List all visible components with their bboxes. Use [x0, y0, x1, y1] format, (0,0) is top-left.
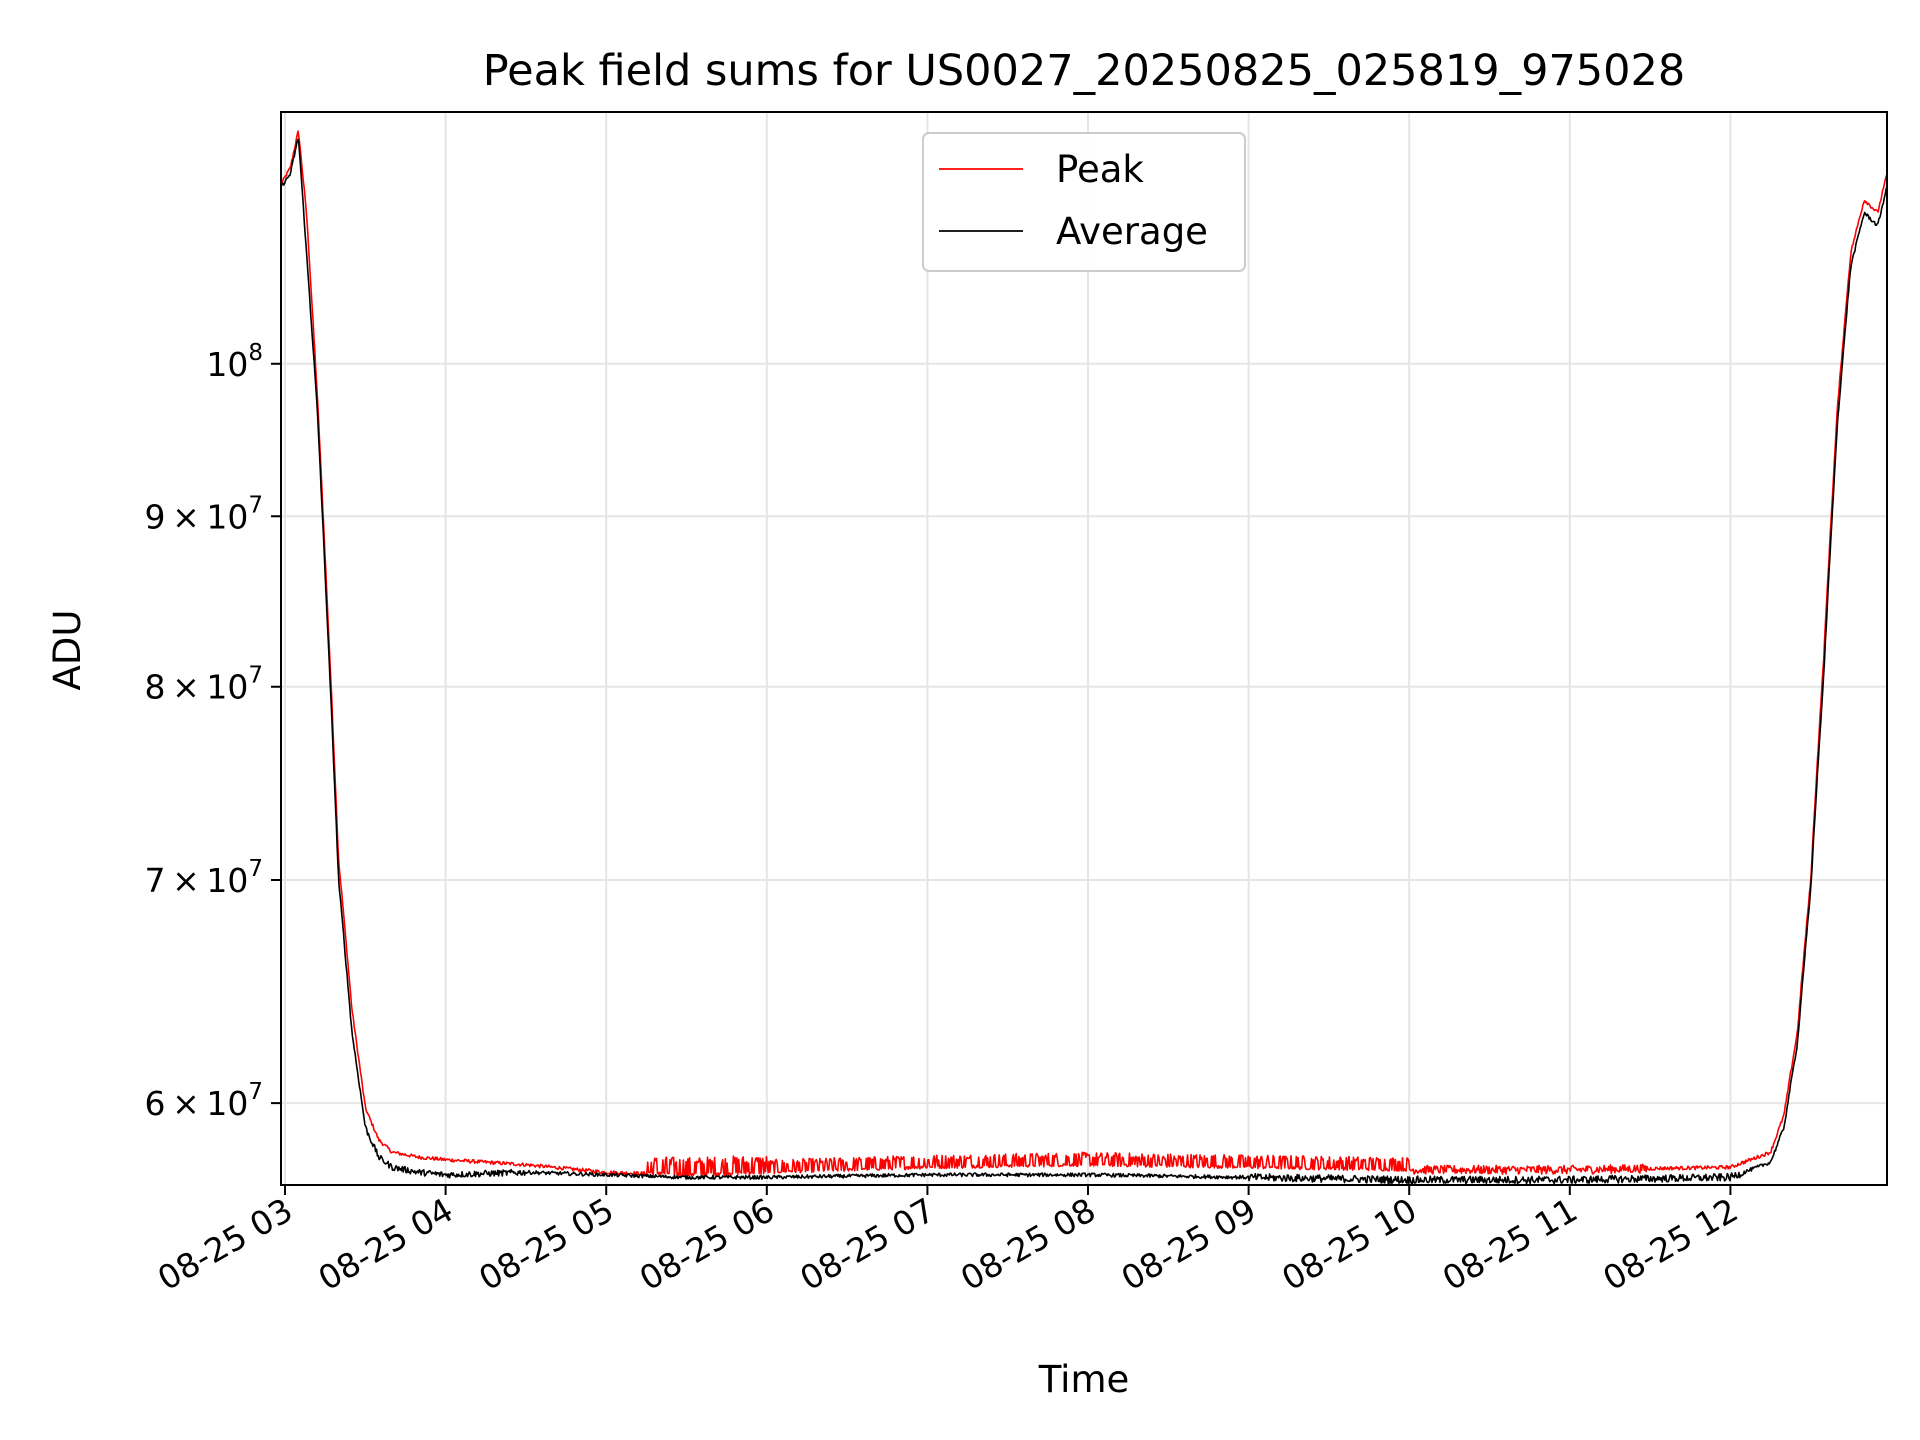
plot-frame [280, 111, 1888, 1186]
series-line-peak [280, 130, 1888, 1178]
legend: Peak Average [922, 132, 1246, 272]
legend-frame [922, 132, 1246, 272]
legend-label-peak: Peak [1056, 148, 1144, 191]
y-tick-label: 9 × 107 [145, 492, 263, 536]
y-tick-label: 6 × 107 [145, 1079, 263, 1123]
y-tick-label: 108 [206, 340, 263, 384]
series-layer [280, 130, 1888, 1185]
x-axis-label: Time [1038, 1358, 1130, 1401]
chart-title: Peak field sums for US0027_20250825_0258… [483, 46, 1686, 96]
y-tick-label: 8 × 107 [145, 663, 263, 707]
series-line-average [280, 138, 1888, 1185]
y-tick-label: 7 × 107 [145, 856, 263, 900]
y-axis: 6 × 107 7 × 107 8 × 107 9 × 107 108 [145, 340, 281, 1123]
legend-label-average: Average [1056, 210, 1208, 253]
y-axis-label: ADU [46, 610, 89, 691]
grid-lines [281, 112, 1887, 1185]
